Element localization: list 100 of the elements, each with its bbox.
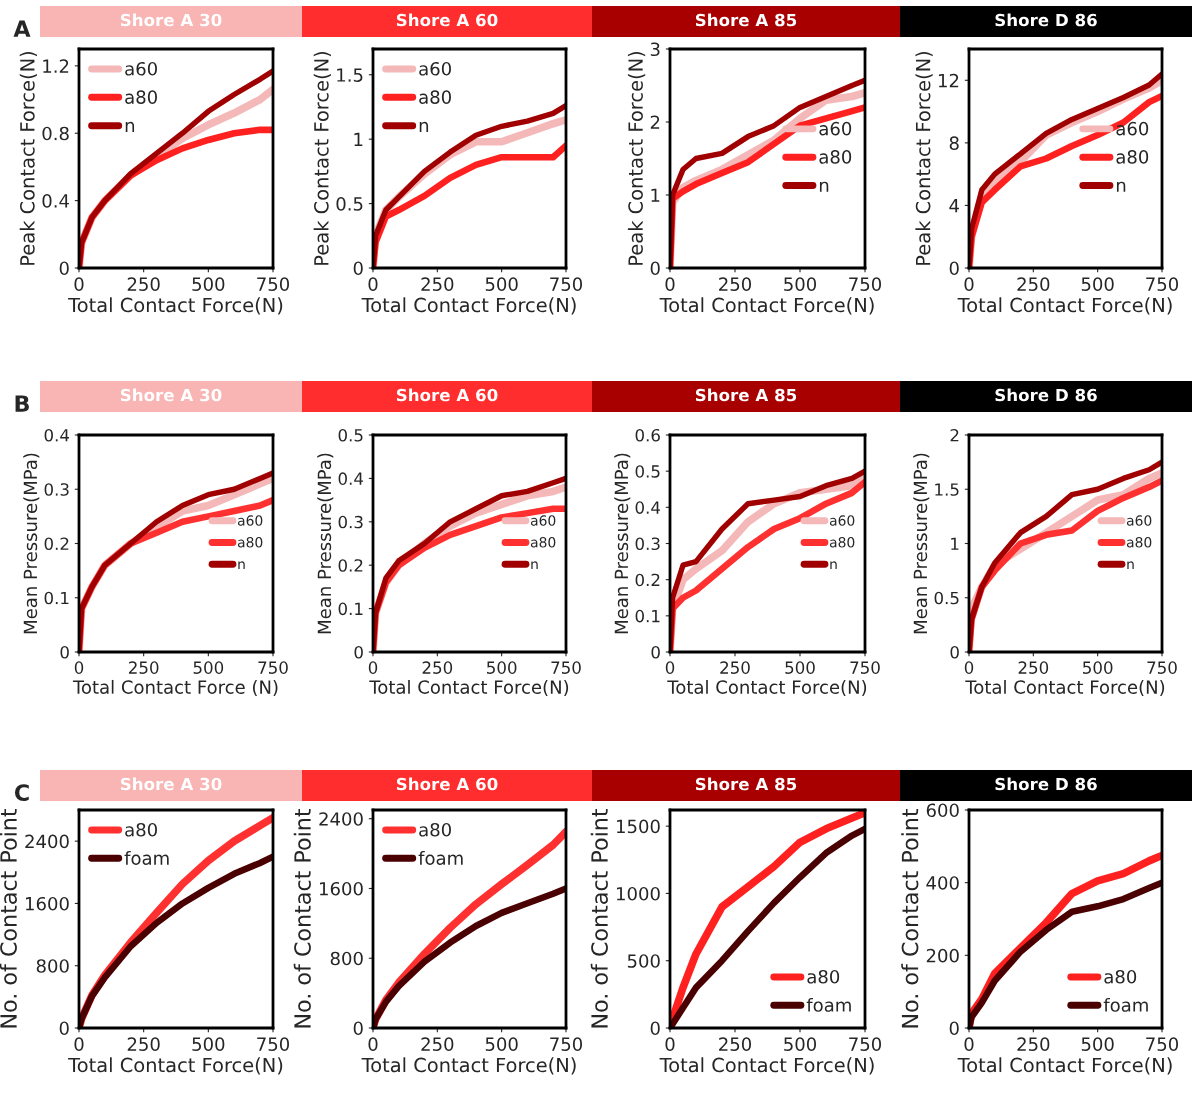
chart-title: Shore D 86 (995, 13, 1097, 27)
chart-title: Shore A 85 (695, 388, 797, 402)
x-tick-label: 750 (849, 1037, 882, 1051)
legend-label: a60 (419, 61, 451, 76)
legend-label: a80 (1104, 969, 1137, 984)
y-tick-label: 0 (353, 261, 363, 276)
chart-title: Shore A 85 (695, 777, 797, 791)
y-tick-label: 1 (651, 188, 660, 202)
legend-label: a80 (419, 822, 451, 837)
y-tick-label: 0 (650, 261, 660, 276)
x-tick-label: 500 (192, 277, 225, 291)
x-tick-label: 750 (257, 277, 290, 291)
y-tick-label: 0.3 (44, 483, 69, 496)
y-tick-label: 400 (926, 876, 959, 890)
legend-label: a80 (125, 90, 157, 104)
legend-label: a60 (237, 515, 263, 526)
legend-label: a80 (1126, 537, 1152, 548)
legend-label: foam (1103, 997, 1148, 1012)
x-tick-label: 500 (1081, 277, 1114, 291)
x-axis-title: Total Contact Force(N) (68, 297, 283, 315)
y-axis-title: Peak Contact Force(N) (19, 51, 37, 265)
legend-label: a60 (829, 515, 855, 526)
y-tick-label: 0 (950, 645, 959, 659)
x-axis-title: Total Contact Force(N) (957, 297, 1172, 315)
y-tick-label: 8 (949, 136, 959, 150)
y-axis-title: Peak Contact Force(N) (313, 51, 331, 265)
y-axis-title: Mean Pressure(MPa) (23, 453, 40, 634)
x-tick-label: 0 (368, 661, 378, 674)
x-tick-label: 0 (665, 661, 675, 674)
legend-label: a60 (1116, 121, 1149, 136)
chart-title: Shore D 86 (995, 388, 1097, 402)
legend-label: a80 (807, 969, 840, 984)
y-tick-label: 1000 (617, 886, 660, 901)
y-tick-label: 0 (949, 1021, 959, 1036)
y-tick-label: 0 (59, 1021, 69, 1036)
x-tick-label: 250 (127, 277, 160, 291)
x-tick-label: 0 (665, 277, 675, 291)
x-tick-label: 250 (719, 1037, 752, 1051)
y-tick-label: 0 (650, 1021, 660, 1036)
legend-label: foam (806, 997, 851, 1012)
chart-title: Shore A 30 (120, 13, 222, 27)
x-axis-title: Total Contact Force(N) (659, 297, 874, 315)
legend-label: n (830, 561, 837, 570)
y-tick-label: 3 (650, 42, 660, 57)
x-tick-label: 250 (421, 1037, 454, 1051)
x-tick-label: 250 (1018, 661, 1049, 674)
y-tick-label: 0.2 (338, 559, 363, 572)
legend-label: n (238, 561, 245, 570)
y-tick-label: 1 (354, 132, 363, 147)
x-tick-label: 0 (665, 1037, 675, 1051)
x-tick-label: 250 (128, 661, 159, 674)
legend-label: a60 (125, 61, 157, 76)
chart-title: Shore D 86 (995, 777, 1097, 791)
legend-label: a80 (829, 537, 855, 548)
y-axis-title: Mean Pressure(MPa) (317, 453, 334, 634)
chart-title: Shore A 60 (396, 13, 498, 27)
x-tick-label: 500 (1081, 1037, 1114, 1051)
x-tick-label: 500 (1083, 661, 1113, 674)
x-tick-label: 250 (720, 661, 750, 674)
x-tick-label: 500 (785, 661, 815, 674)
y-tick-label: 2 (950, 428, 959, 442)
y-axis-title: No. of Contact Point (293, 808, 311, 1028)
y-tick-label: 0.1 (635, 609, 660, 623)
y-tick-label: 2400 (319, 812, 363, 826)
x-axis-title: Total Contact Force (N) (72, 679, 278, 697)
x-axis-title: Total Contact Force(N) (361, 1057, 576, 1075)
x-tick-label: 750 (550, 277, 583, 291)
x-tick-label: 250 (1017, 277, 1050, 291)
x-axis-title: Total Contact Force(N) (667, 679, 867, 697)
x-tick-label: 250 (1017, 1037, 1050, 1051)
x-tick-label: 750 (257, 1037, 290, 1051)
legend-label: a80 (125, 822, 157, 837)
y-tick-label: 0.5 (336, 197, 363, 211)
y-tick-label: 4 (949, 199, 959, 213)
legend-label: foam (418, 850, 463, 865)
x-tick-label: 500 (485, 1037, 518, 1051)
legend-label: a80 (419, 90, 451, 104)
text: C (14, 784, 29, 801)
chart-title: Shore A 30 (120, 388, 222, 402)
y-tick-label: 2400 (25, 834, 69, 849)
legend-label: a80 (819, 150, 852, 164)
y-tick-label: 1 (951, 537, 959, 550)
y-tick-label: 0 (949, 261, 959, 276)
y-axis-title: No. of Contact Point (901, 808, 919, 1028)
y-axis-title: No. of Contact Point (0, 808, 17, 1028)
chart-title: Shore A 30 (120, 777, 222, 791)
y-tick-label: 0 (60, 645, 69, 659)
legend-label: a80 (237, 537, 263, 548)
x-tick-label: 0 (74, 661, 84, 674)
x-tick-label: 750 (1146, 277, 1179, 291)
y-axis-title: Mean Pressure(MPa) (913, 453, 930, 634)
y-tick-label: 0.2 (635, 573, 660, 587)
x-tick-label: 750 (849, 277, 882, 291)
x-tick-label: 250 (127, 1037, 160, 1051)
y-tick-label: 0.4 (42, 194, 69, 208)
y-tick-label: 500 (627, 954, 660, 968)
y-tick-label: 0.1 (44, 591, 69, 605)
y-tick-label: 0 (354, 645, 363, 659)
x-axis-title: Total Contact Force(N) (369, 679, 569, 697)
x-tick-label: 500 (487, 661, 517, 674)
